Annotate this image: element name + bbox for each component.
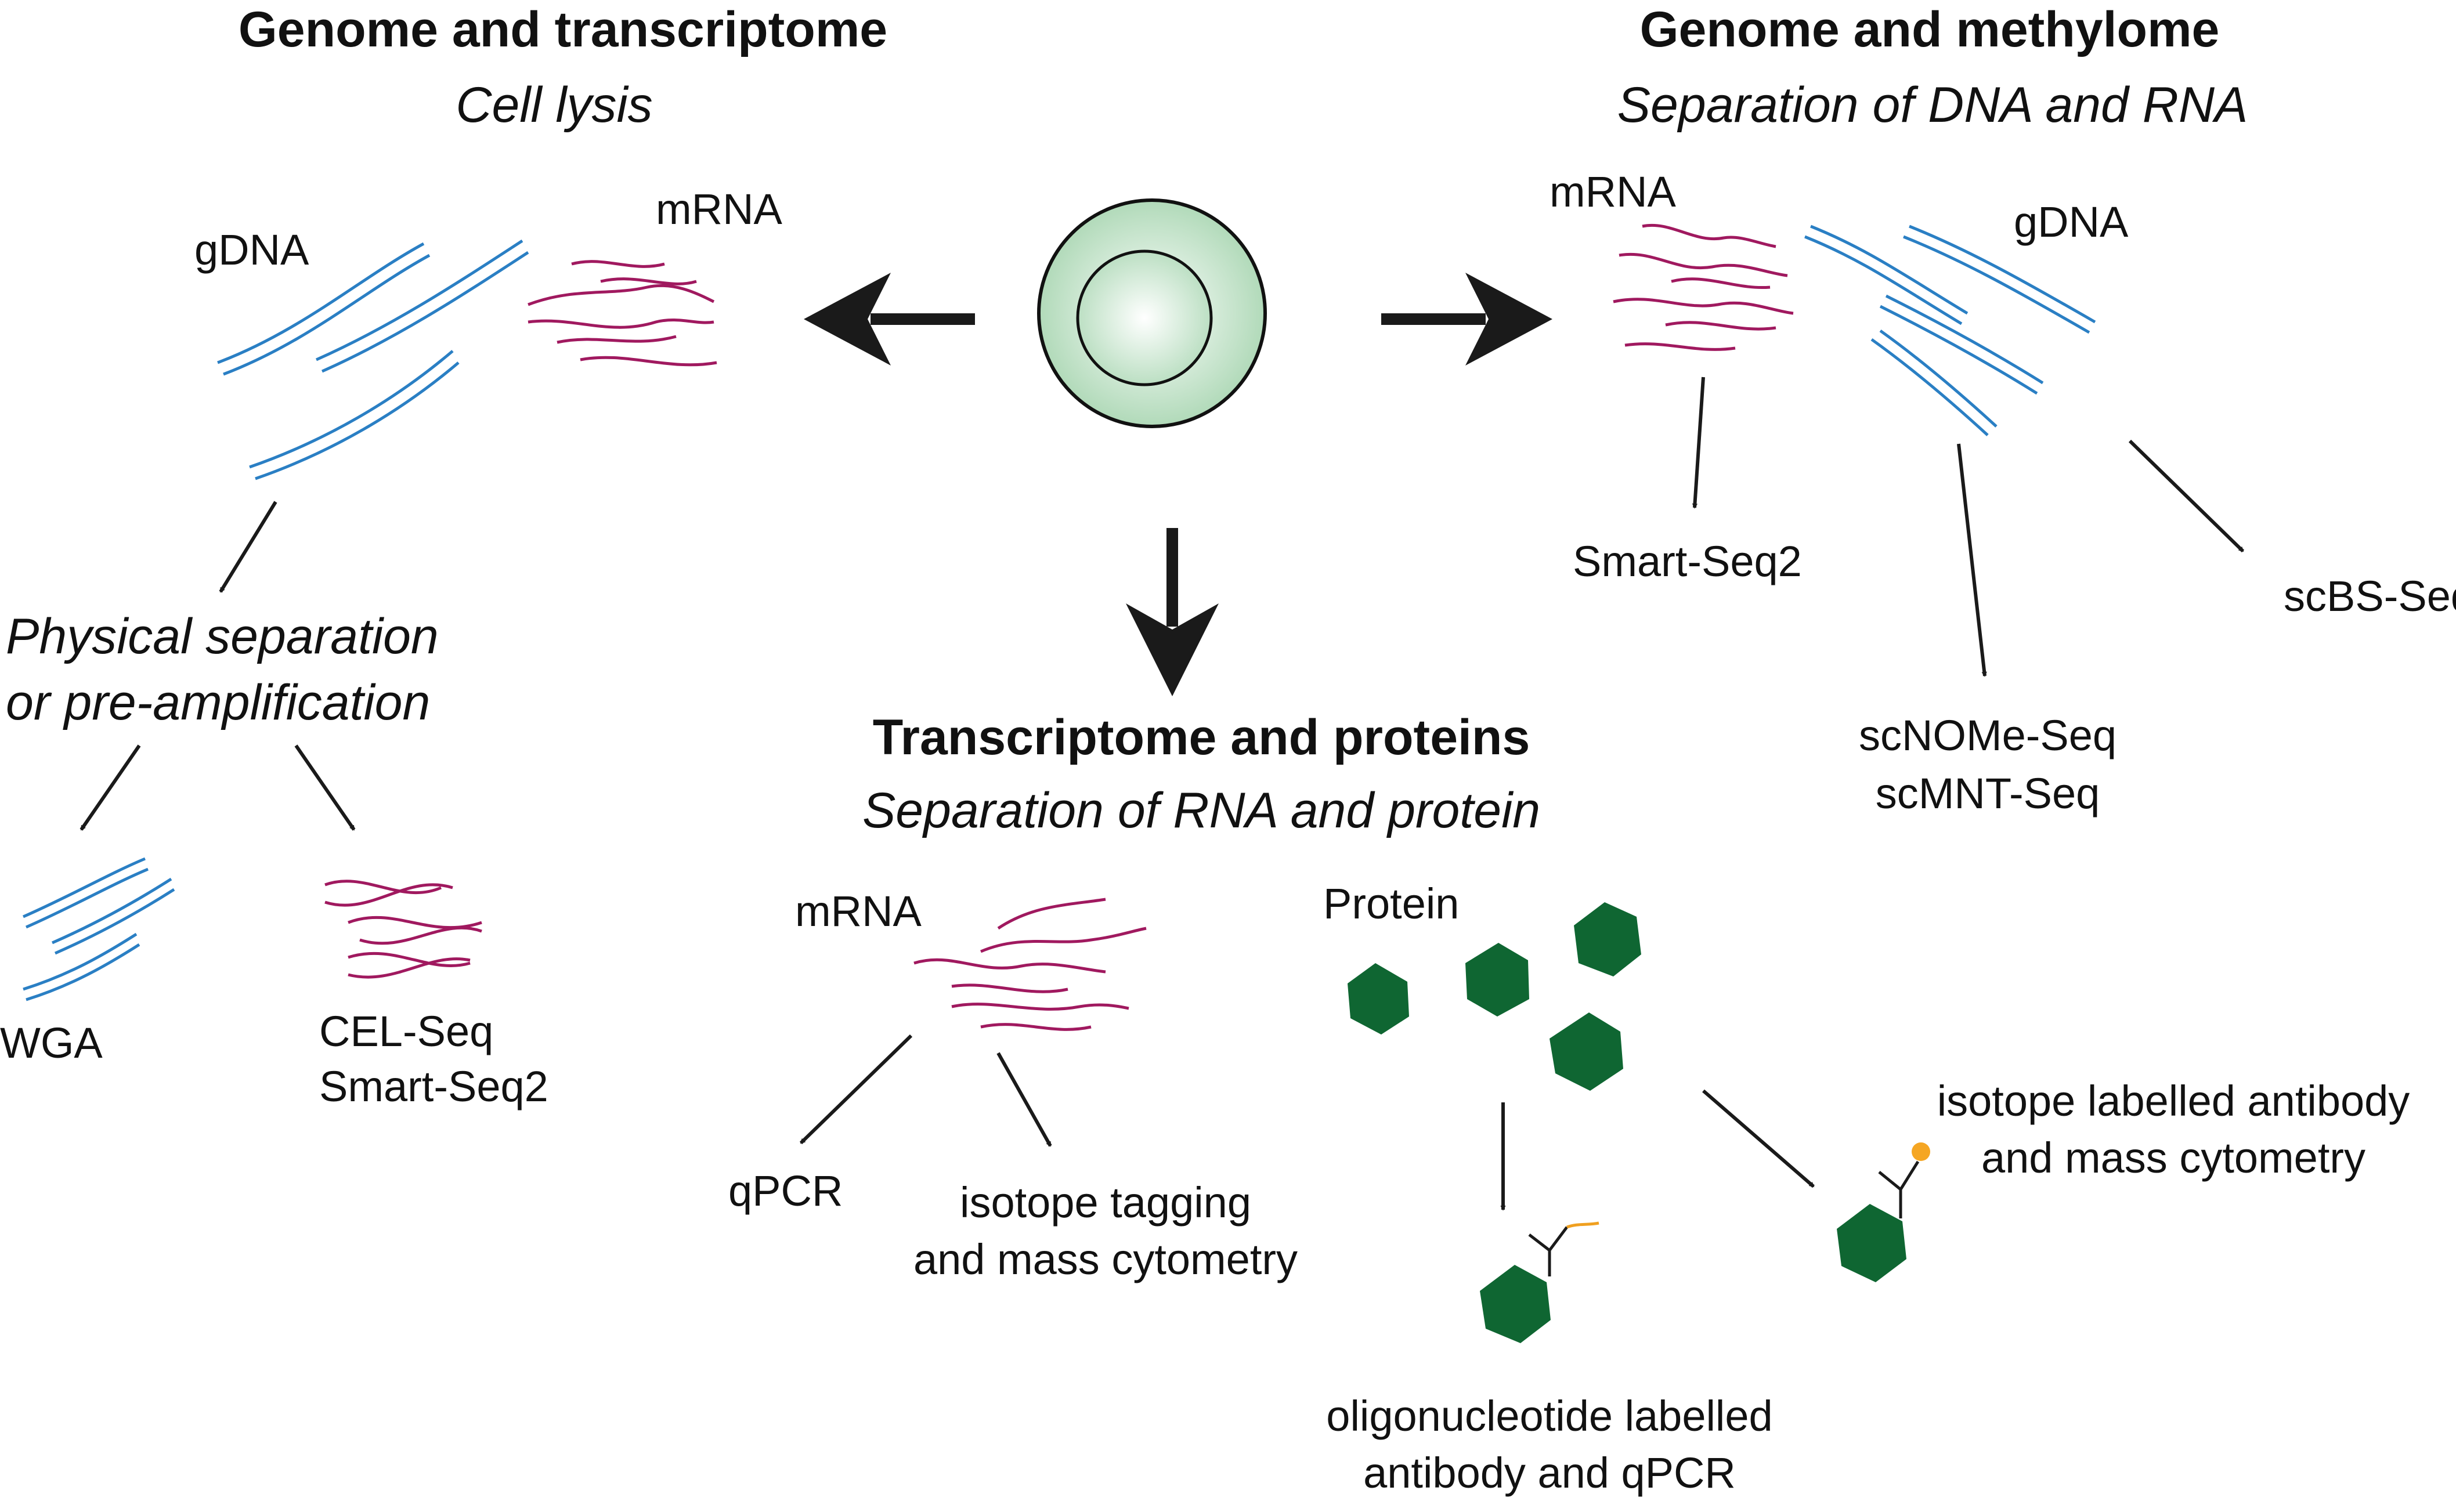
big-arrow-left <box>804 273 975 366</box>
big-arrow-down <box>1126 528 1219 696</box>
label-right-gdna: gDNA <box>2014 198 2129 246</box>
label-smart-seq2-right: Smart-Seq2 <box>1573 537 1802 585</box>
right-gdna-strands <box>1804 225 2096 436</box>
label-wga: WGA <box>0 1019 103 1067</box>
label-cel-seq: CEL-Seq <box>319 1007 494 1055</box>
label-bottom-mrna: mRNA <box>795 887 922 935</box>
y-antibody-icon <box>1528 1226 1568 1276</box>
arrow-to-cel-seq <box>294 744 356 831</box>
title-genome-methylome: Genome and methylome <box>1639 2 2220 57</box>
label-isotope-antibody-mass-cytometry: and mass cytometry <box>1981 1134 2366 1182</box>
label-qpcr: qPCR <box>728 1167 843 1215</box>
arrow-to-scbs-seq <box>2128 439 2245 553</box>
protein-hexagons <box>1348 902 1641 1091</box>
label-scnome-seq: scNOMe-Seq <box>1858 711 2117 759</box>
bottom-mrna-strands <box>913 898 1147 1031</box>
arrow-to-isotope-antibody <box>1702 1089 1815 1188</box>
label-isotope-tagging: isotope tagging <box>960 1178 1251 1227</box>
big-arrow-right <box>1381 273 1552 366</box>
hexagon-protein-icon <box>1837 1204 1906 1282</box>
label-scbs-seq: scBS-Seq <box>2284 572 2456 620</box>
label-right-mrna: mRNA <box>1550 168 1676 216</box>
title-transcriptome-proteins: Transcriptome and proteins <box>872 710 1530 765</box>
cel-seq-rna-icon <box>324 880 482 979</box>
label-smart-seq2-left: Smart-Seq2 <box>319 1062 548 1111</box>
y-antibody-icon <box>1878 1160 1920 1218</box>
arrow-to-scnome-seq <box>1957 443 1987 677</box>
label-physical-separation: Physical separation <box>6 609 439 664</box>
arrow-to-wga <box>80 744 141 831</box>
subtitle-separation-rna-protein: Separation of RNA and protein <box>862 783 1541 838</box>
wga-dna-icon <box>22 857 175 1001</box>
cell-icon <box>1037 198 1267 428</box>
hexagon-protein-icon <box>1480 1265 1551 1343</box>
title-genome-transcriptome: Genome and transcriptome <box>238 2 888 57</box>
arrow-to-physical-separation <box>219 501 277 593</box>
arrow-to-isotope-tagging <box>996 1052 1052 1147</box>
subtitle-separation-dna-rna: Separation of DNA and RNA <box>1617 77 2248 133</box>
label-protein: Protein <box>1323 880 1460 928</box>
hexagon-protein-icon <box>1550 1012 1623 1091</box>
oligo-tag-icon <box>1566 1221 1599 1229</box>
label-left-mrna: mRNA <box>656 185 782 233</box>
label-isotope-labelled-antibody: isotope labelled antibody <box>1937 1077 2410 1125</box>
label-oligo-antibody-qpcr: antibody and qPCR <box>1363 1449 1736 1497</box>
hexagon-protein-icon <box>1465 943 1529 1017</box>
right-mrna-strands <box>1613 224 1794 351</box>
arrow-to-qpcr <box>799 1034 913 1145</box>
label-scmnt-seq: scMNT-Seq <box>1875 769 2100 818</box>
left-mrna-strands <box>528 260 717 367</box>
arrow-to-smart-seq2-right <box>1692 377 1705 509</box>
label-left-gdna: gDNA <box>194 226 309 274</box>
left-gdna-strands <box>217 239 529 480</box>
label-pre-amplification: or pre-amplification <box>6 675 431 730</box>
isotope-antibody-complex <box>1837 1142 1930 1282</box>
hexagon-protein-icon <box>1574 902 1641 976</box>
label-oligo-labelled: oligonucleotide labelled <box>1326 1392 1773 1440</box>
label-isotope-tagging-mass-cytometry: and mass cytometry <box>913 1235 1298 1283</box>
isotope-dot-icon <box>1912 1142 1930 1161</box>
oligo-antibody-complex <box>1480 1221 1599 1343</box>
subtitle-cell-lysis: Cell lysis <box>456 77 653 133</box>
hexagon-protein-icon <box>1348 963 1409 1034</box>
